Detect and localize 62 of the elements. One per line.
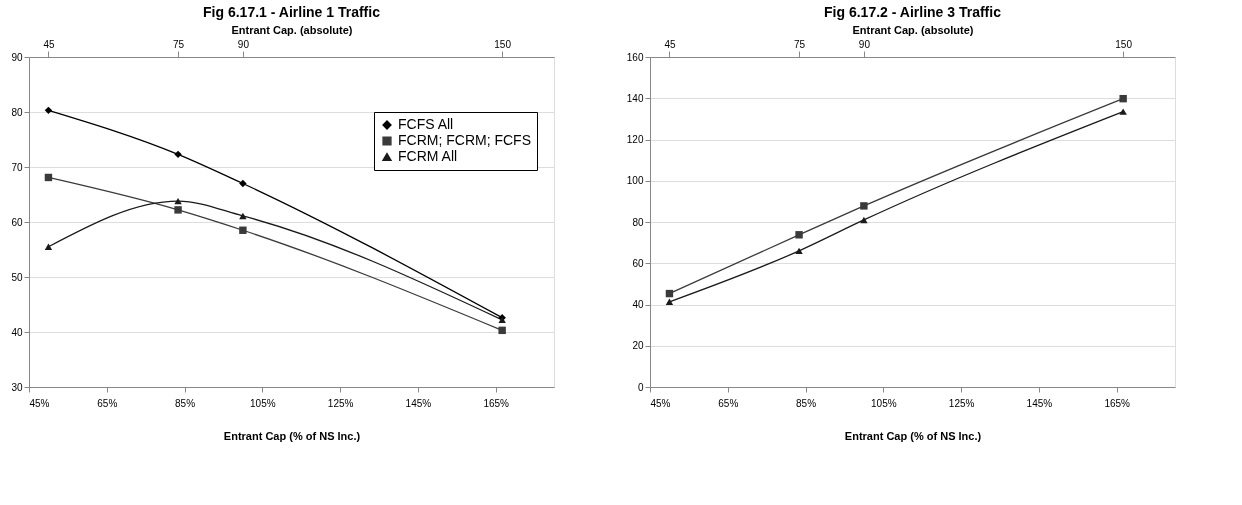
x-axis-title: Entrant Cap (% of NS Inc.) (223, 429, 361, 442)
x-tick-label: 105% (250, 397, 276, 409)
point (665, 298, 674, 306)
y-tick-label: 80 (11, 106, 23, 118)
y-tick-label: 20 (632, 340, 644, 352)
x2-tick-label: 150 (494, 38, 512, 50)
x-tick-label: 65% (718, 397, 739, 409)
x-axis-title: Entrant Cap (% of NS Inc.) (844, 429, 982, 442)
y-tick-label: 40 (11, 326, 23, 338)
y-tick-label: 160 (626, 51, 644, 63)
legend-label: FCRM; FCRM; FCFS (398, 132, 531, 148)
x-tick-label: 85% (796, 397, 817, 409)
x2-axis-title: Entrant Cap. (absolute) (852, 23, 974, 36)
y-tick-label: 0 (637, 381, 644, 393)
point (239, 226, 247, 234)
legend-label: FCRM All (398, 148, 458, 164)
x2-tick-label: 150 (1115, 38, 1133, 50)
y-tick-label: 50 (11, 271, 23, 283)
point (44, 243, 53, 250)
y-tick-label: 30 (11, 381, 23, 393)
point (174, 206, 182, 214)
point (1119, 94, 1127, 103)
x-tick-label: 125% (948, 397, 975, 409)
y-tick-label: 40 (632, 299, 644, 310)
chart-title: Fig 6.17.1 - Airline 1 Traffic (203, 4, 381, 20)
x2-tick-label: 90 (858, 38, 871, 50)
point (239, 179, 247, 188)
x2-axis-title: Entrant Cap. (absolute) (231, 23, 353, 36)
x-tick-label: 145% (405, 397, 432, 409)
x2-tick-label: 45 (664, 38, 676, 50)
x2-tick-label: 75 (173, 38, 185, 50)
y-tick-label: 90 (11, 51, 23, 63)
x-tick-label: 85% (175, 397, 196, 409)
y-tick-label: 120 (626, 134, 644, 145)
point (795, 231, 803, 239)
x-tick-label: 165% (483, 397, 510, 409)
x-tick-label: 125% (327, 397, 354, 409)
chart-title: Fig 6.17.2 - Airline 3 Traffic (824, 4, 1002, 20)
point (1119, 108, 1127, 115)
x-tick-label: 65% (97, 397, 118, 409)
y-tick-label: 80 (632, 216, 644, 228)
x2-tick-label: 75 (794, 38, 806, 50)
y-tick-label: 140 (626, 92, 644, 104)
y-tick-label: 70 (11, 161, 23, 173)
x-tick-label: 45% (650, 397, 671, 409)
point (860, 202, 868, 210)
point (239, 212, 247, 220)
x2-tick-label: 90 (237, 38, 250, 50)
point (44, 106, 53, 115)
legend-label: FCFS All (398, 116, 454, 132)
point (795, 247, 803, 255)
y-tick-label: 100 (626, 175, 644, 187)
point (174, 150, 182, 159)
x-tick-label: 105% (871, 397, 897, 409)
x2-tick-label: 45 (43, 38, 55, 50)
x-tick-label: 145% (1026, 397, 1053, 409)
y-tick-label: 60 (11, 216, 23, 228)
x-tick-label: 45% (29, 397, 50, 409)
point (498, 326, 506, 335)
point (860, 216, 868, 224)
x-tick-label: 165% (1104, 397, 1131, 409)
y-tick-label: 60 (632, 257, 644, 269)
